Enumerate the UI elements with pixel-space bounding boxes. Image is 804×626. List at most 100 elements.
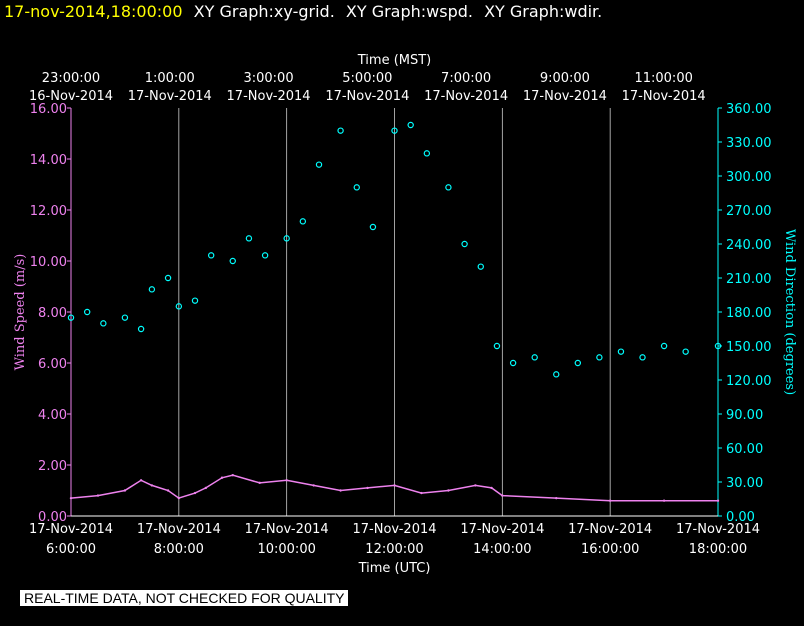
direction-point <box>596 354 603 361</box>
direction-point <box>445 184 452 191</box>
speed-line <box>70 474 718 502</box>
left-tick-label: 16.00 <box>30 102 67 117</box>
speed-point <box>312 484 315 487</box>
direction-point <box>175 303 183 310</box>
speed-point <box>393 484 396 487</box>
speed-point <box>608 499 612 502</box>
direction-point <box>493 342 501 350</box>
top-tick-time: 5:00:00 <box>342 71 392 86</box>
left-tick-label: 10.00 <box>30 255 67 270</box>
bottom-tick-time: 18:00:00 <box>689 542 747 557</box>
speed-point <box>555 496 558 500</box>
graph-title-3: XY Graph:wdir. <box>484 2 603 21</box>
speed-point <box>285 479 288 482</box>
top-tick-time: 7:00:00 <box>441 71 491 86</box>
direction-point <box>353 184 360 191</box>
direction-point <box>553 371 560 378</box>
direction-point <box>261 252 269 259</box>
left-axis-title: Wind Speed (m/s) <box>13 254 28 371</box>
right-tick-label: 210.00 <box>726 272 772 287</box>
right-axis-title: Wind Direction (degrees) <box>782 229 797 395</box>
direction-point <box>682 348 689 355</box>
speed-point <box>447 489 450 492</box>
left-tick-label: 2.00 <box>38 459 67 474</box>
direction-point <box>714 342 722 350</box>
right-tick-label: 330.00 <box>726 136 772 151</box>
right-tick-label: 120.00 <box>726 374 772 389</box>
right-tick-label: 360.00 <box>726 102 772 117</box>
bottom-axis-label: Time (UTC) <box>358 561 431 576</box>
top-tick-time: 1:00:00 <box>145 71 195 86</box>
bottom-tick-date: 17-Nov-2014 <box>29 522 113 537</box>
speed-point <box>716 499 720 502</box>
speed-point <box>123 489 127 492</box>
top-tick-date: 17-Nov-2014 <box>128 89 212 104</box>
right-tick-label: 60.00 <box>726 442 763 457</box>
right-tick-label: 150.00 <box>726 340 772 355</box>
speed-point <box>490 486 493 490</box>
chart-header: 17-nov-2014,18:00:00 XY Graph:xy-grid. X… <box>4 2 602 21</box>
speed-point <box>69 496 73 500</box>
direction-point <box>461 240 468 248</box>
speed-point <box>231 474 234 477</box>
direction-point <box>207 252 215 259</box>
left-tick-label: 8.00 <box>38 306 67 321</box>
speed-point <box>420 491 423 495</box>
left-tick-label: 6.00 <box>38 357 67 372</box>
direction-point <box>283 235 290 242</box>
speed-point <box>139 479 143 482</box>
bottom-tick-date: 17-Nov-2014 <box>460 522 544 537</box>
direction-point <box>137 325 145 333</box>
bottom-tick-time: 8:00:00 <box>154 542 204 557</box>
top-tick-time: 3:00:00 <box>243 71 293 86</box>
direction-point <box>423 150 431 157</box>
left-tick-label: 0.00 <box>38 510 67 525</box>
bottom-tick-date: 17-Nov-2014 <box>137 522 221 537</box>
bottom-tick-time: 16:00:00 <box>581 542 639 557</box>
speed-point <box>220 476 224 479</box>
bottom-tick-time: 10:00:00 <box>257 542 315 557</box>
top-tick-date: 16-Nov-2014 <box>29 89 113 104</box>
direction-point <box>299 218 307 225</box>
direction-point <box>164 274 172 282</box>
bottom-tick-date: 17-Nov-2014 <box>568 522 652 537</box>
speed-point <box>177 496 181 500</box>
direction-point <box>369 223 377 231</box>
right-tick-label: 180.00 <box>726 306 772 321</box>
top-tick-time: 11:00:00 <box>634 71 692 86</box>
direction-point <box>121 314 129 321</box>
bottom-tick-date: 17-Nov-2014 <box>245 522 329 537</box>
direction-point <box>83 308 91 316</box>
speed-point <box>339 489 342 492</box>
speed-point <box>193 491 197 495</box>
direction-point <box>100 320 107 327</box>
right-tick-label: 300.00 <box>726 170 772 185</box>
top-tick-date: 17-Nov-2014 <box>523 89 607 104</box>
speed-point <box>366 486 369 490</box>
direction-point <box>639 354 646 361</box>
direction-point <box>477 263 484 270</box>
top-tick-date: 17-Nov-2014 <box>325 89 409 104</box>
top-tick-date: 17-Nov-2014 <box>424 89 508 104</box>
direction-point <box>574 359 582 367</box>
right-tick-label: 0.00 <box>726 510 755 525</box>
bottom-tick-date: 17-Nov-2014 <box>676 522 760 537</box>
top-tick-date: 17-Nov-2014 <box>622 89 706 104</box>
direction-point <box>67 314 75 321</box>
direction-point <box>148 286 156 293</box>
right-tick-label: 30.00 <box>726 476 763 491</box>
speed-point <box>204 486 207 490</box>
direction-point <box>391 127 398 134</box>
right-tick-label: 270.00 <box>726 204 772 219</box>
direction-point <box>617 348 625 355</box>
top-axis-label: Time (MST) <box>357 53 432 68</box>
graph-title-1: XY Graph:xy-grid. <box>193 2 335 21</box>
direction-point <box>531 354 538 361</box>
direction-point <box>315 161 323 168</box>
top-tick-date: 17-Nov-2014 <box>227 89 311 104</box>
direction-point <box>660 342 668 350</box>
top-tick-time: 23:00:00 <box>42 71 100 86</box>
speed-point <box>166 489 170 492</box>
bottom-tick-time: 6:00:00 <box>46 542 96 557</box>
speed-point <box>474 484 477 487</box>
